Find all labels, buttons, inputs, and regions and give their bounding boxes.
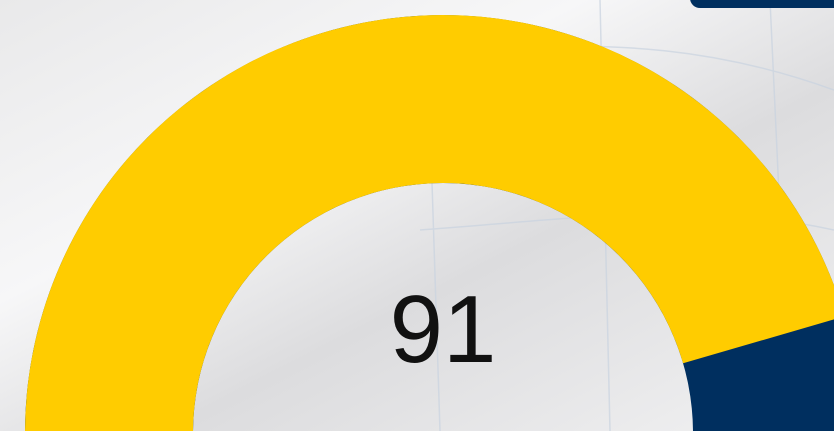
gauge — [25, 14, 834, 431]
gauge-value: 91 — [390, 276, 497, 383]
corner-button[interactable] — [690, 0, 834, 8]
gauge-value-arc — [25, 14, 834, 431]
